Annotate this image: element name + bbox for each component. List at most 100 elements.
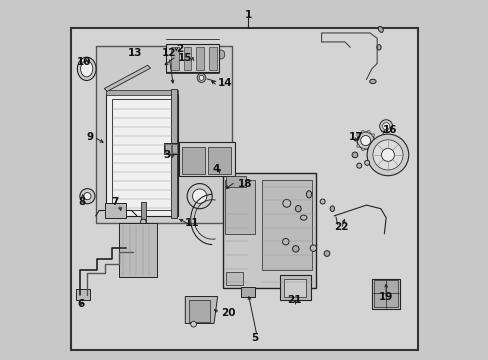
Polygon shape — [223, 173, 316, 288]
Circle shape — [354, 139, 357, 142]
Bar — [96, 45, 231, 223]
Ellipse shape — [189, 55, 195, 61]
Circle shape — [190, 321, 196, 327]
Bar — [106, 90, 178, 95]
Text: 2: 2 — [176, 44, 183, 54]
Ellipse shape — [306, 191, 311, 198]
Circle shape — [356, 145, 359, 148]
Text: 5: 5 — [251, 333, 258, 343]
Ellipse shape — [360, 135, 370, 145]
Bar — [284, 279, 305, 297]
Circle shape — [382, 123, 389, 130]
Bar — [163, 143, 178, 154]
Circle shape — [381, 148, 394, 161]
Bar — [172, 144, 177, 153]
Text: 20: 20 — [221, 308, 235, 318]
Circle shape — [356, 134, 359, 136]
Ellipse shape — [210, 52, 217, 60]
Text: 11: 11 — [185, 218, 199, 228]
Polygon shape — [185, 297, 217, 323]
Bar — [165, 144, 170, 153]
Text: 1: 1 — [244, 10, 251, 20]
Ellipse shape — [217, 50, 224, 59]
Ellipse shape — [320, 199, 325, 204]
Bar — [225, 176, 245, 187]
Polygon shape — [165, 44, 219, 72]
Text: 14: 14 — [217, 78, 232, 88]
Text: 18: 18 — [237, 179, 251, 189]
Text: 12: 12 — [162, 48, 176, 58]
Text: 13: 13 — [128, 48, 142, 58]
Ellipse shape — [329, 206, 334, 212]
Bar — [183, 47, 191, 69]
Bar — [140, 202, 145, 223]
Ellipse shape — [376, 45, 380, 50]
Ellipse shape — [201, 53, 208, 60]
Text: 9: 9 — [86, 132, 93, 142]
Text: 17: 17 — [347, 132, 362, 142]
Ellipse shape — [364, 160, 369, 165]
Bar — [280, 275, 310, 300]
Bar — [171, 47, 179, 69]
Ellipse shape — [83, 193, 91, 200]
Ellipse shape — [378, 26, 383, 32]
Circle shape — [371, 145, 374, 148]
Bar — [112, 99, 172, 211]
Circle shape — [361, 130, 364, 133]
Text: 4: 4 — [212, 164, 219, 174]
Text: 10: 10 — [77, 57, 91, 67]
Bar — [182, 147, 204, 174]
Text: 22: 22 — [333, 222, 348, 231]
Circle shape — [282, 238, 288, 245]
Ellipse shape — [369, 79, 375, 84]
Ellipse shape — [282, 199, 290, 207]
Bar — [106, 94, 178, 216]
Polygon shape — [119, 223, 156, 277]
Text: 6: 6 — [78, 299, 85, 309]
Text: 3: 3 — [163, 150, 171, 160]
Bar — [196, 47, 203, 69]
Polygon shape — [371, 279, 400, 309]
Text: 19: 19 — [378, 292, 392, 302]
Ellipse shape — [187, 53, 197, 63]
Ellipse shape — [300, 215, 306, 220]
Circle shape — [324, 251, 329, 256]
Ellipse shape — [351, 152, 357, 158]
Ellipse shape — [77, 57, 96, 81]
Ellipse shape — [81, 61, 93, 77]
Circle shape — [373, 139, 376, 142]
Ellipse shape — [80, 189, 95, 204]
Bar — [208, 47, 216, 69]
Text: 8: 8 — [79, 197, 86, 207]
Circle shape — [361, 148, 364, 151]
Ellipse shape — [199, 75, 203, 80]
Circle shape — [366, 130, 369, 133]
Ellipse shape — [197, 73, 205, 82]
Bar — [76, 289, 90, 300]
Bar — [224, 180, 255, 234]
Text: 7: 7 — [111, 197, 119, 207]
Bar — [207, 147, 231, 174]
Ellipse shape — [295, 206, 301, 212]
Circle shape — [292, 246, 298, 252]
Text: 15: 15 — [178, 53, 192, 63]
Text: 21: 21 — [287, 295, 301, 305]
Circle shape — [366, 134, 408, 176]
Circle shape — [372, 140, 402, 170]
Polygon shape — [104, 65, 150, 91]
Circle shape — [309, 245, 316, 251]
Ellipse shape — [356, 132, 373, 149]
Bar — [373, 280, 397, 307]
Bar — [179, 142, 234, 176]
Circle shape — [140, 219, 146, 225]
Bar — [225, 272, 243, 285]
Circle shape — [187, 184, 212, 209]
Text: 16: 16 — [382, 125, 396, 135]
Circle shape — [371, 134, 374, 136]
Circle shape — [192, 189, 206, 203]
Bar — [104, 203, 126, 218]
Circle shape — [366, 148, 369, 151]
Circle shape — [379, 120, 392, 133]
Bar — [241, 287, 255, 297]
Ellipse shape — [356, 163, 361, 168]
